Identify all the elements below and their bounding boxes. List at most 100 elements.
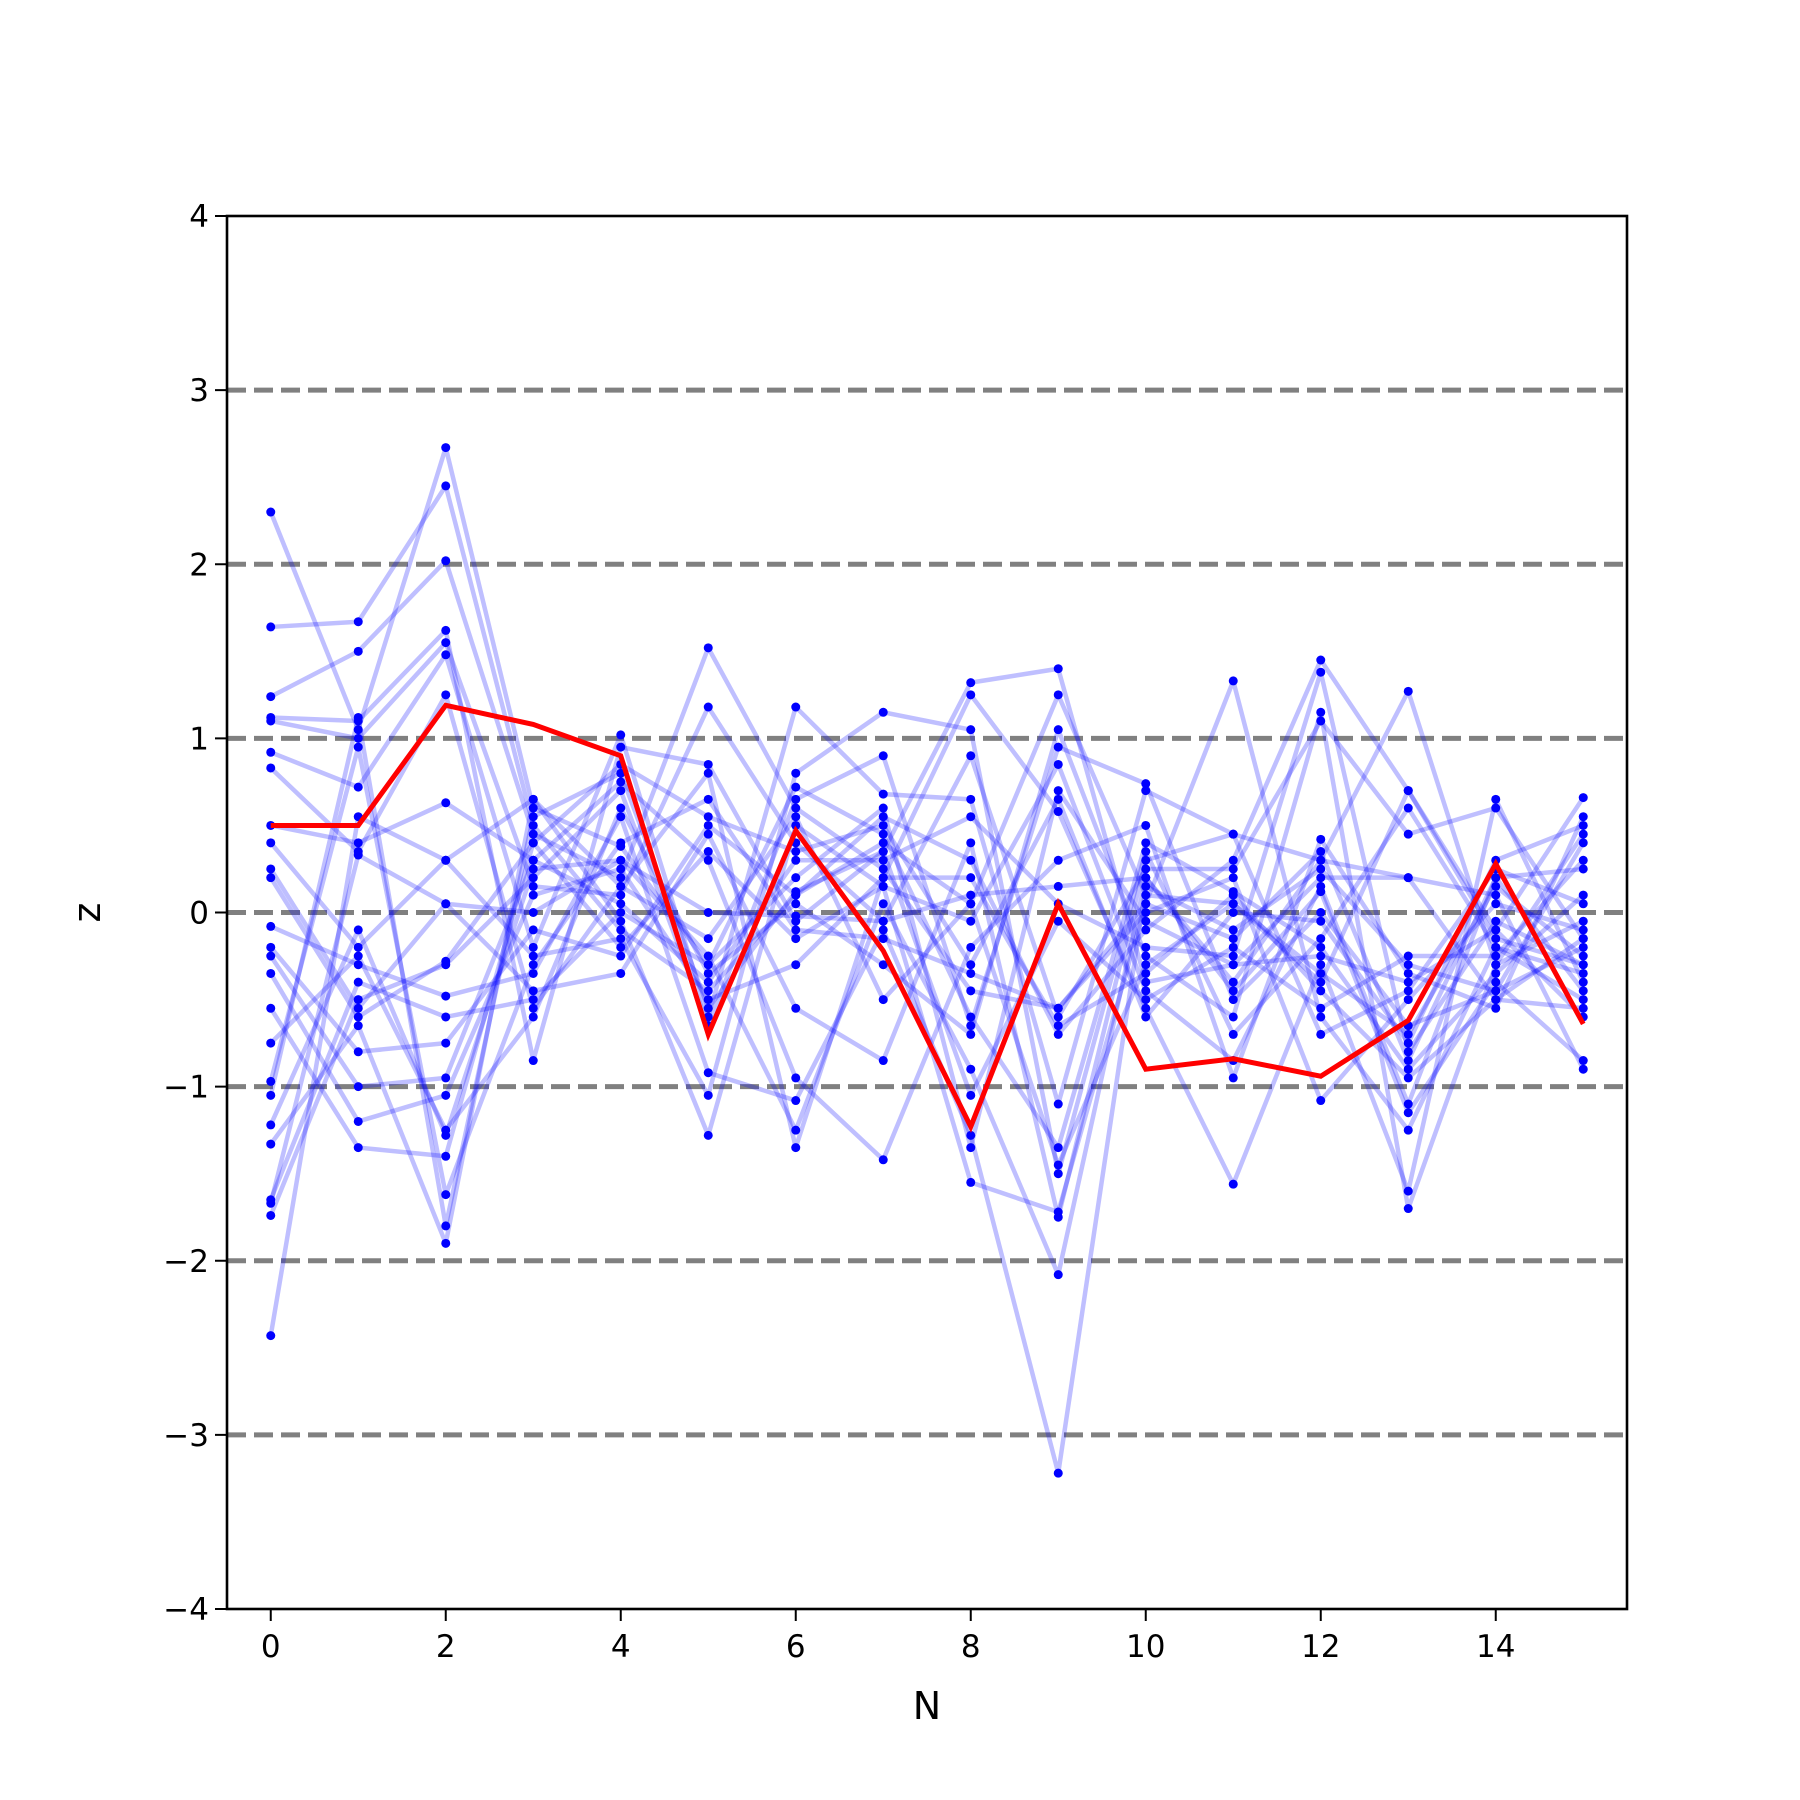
series-point: [966, 968, 976, 978]
series-point: [1578, 864, 1588, 874]
series-point: [1578, 916, 1588, 926]
series-point: [1316, 942, 1326, 952]
series-point: [1578, 820, 1588, 830]
series-point: [791, 782, 801, 792]
series-point: [791, 887, 801, 897]
series-point: [353, 1082, 363, 1092]
series-point: [441, 556, 451, 566]
series-point: [528, 803, 538, 813]
series: [266, 794, 1588, 1248]
series-point: [528, 864, 538, 874]
series-point: [791, 768, 801, 778]
series-point: [703, 995, 713, 1005]
series-point: [1141, 925, 1151, 935]
series-point: [878, 838, 888, 848]
series-point: [528, 890, 538, 900]
series-point: [1141, 873, 1151, 883]
series-point: [441, 960, 451, 970]
series-line: [268, 762, 1586, 1159]
series-point: [441, 899, 451, 909]
series-point: [878, 707, 888, 717]
series-point: [616, 881, 626, 891]
series-point: [703, 1003, 713, 1013]
series-line: [269, 692, 1585, 1055]
series-point: [1491, 794, 1501, 804]
series-point: [966, 942, 976, 952]
series-point: [441, 638, 451, 648]
series-point: [703, 1130, 713, 1140]
series-point: [353, 1012, 363, 1022]
series-point: [1053, 690, 1063, 700]
series-point: [441, 625, 451, 635]
series-point: [1141, 899, 1151, 909]
series-point: [528, 942, 538, 952]
series-point: [703, 768, 713, 778]
series-point: [1053, 664, 1063, 674]
y-tick-label: 0: [189, 896, 209, 932]
series-point: [441, 1038, 451, 1048]
series-point: [1578, 968, 1588, 978]
series-point: [878, 1155, 888, 1165]
series-point: [528, 986, 538, 996]
series-point: [703, 847, 713, 857]
series-point: [616, 908, 626, 917]
y-axis-ticks: −4 −3 −2 −1 0 1 2 3 4: [163, 199, 227, 1628]
series-point: [791, 812, 801, 822]
series-point: [791, 702, 801, 712]
series-point: [1228, 864, 1238, 874]
series-point: [1141, 995, 1151, 1005]
series-point: [791, 899, 801, 909]
series-point: [1228, 951, 1238, 961]
series-point: [791, 873, 801, 883]
series-point: [266, 716, 276, 726]
x-tick-label: 2: [436, 1629, 456, 1665]
series-point: [1053, 881, 1063, 891]
series-point: [1578, 829, 1588, 839]
series-point: [703, 702, 713, 712]
series-point: [1316, 1012, 1326, 1022]
series-point: [266, 747, 276, 757]
series-point: [1316, 960, 1326, 970]
series-point: [878, 916, 888, 926]
series-point: [878, 881, 888, 891]
x-tick-label: 10: [1126, 1629, 1165, 1665]
series-point: [1053, 1468, 1063, 1478]
series-point: [878, 820, 888, 830]
series-point: [1316, 707, 1326, 717]
series-point: [616, 916, 626, 926]
series-point: [1491, 951, 1501, 961]
series-point: [791, 1143, 801, 1153]
series-point: [878, 864, 888, 874]
y-tick-label: −1: [163, 1070, 209, 1106]
series-point: [791, 960, 801, 970]
series-point: [1403, 1108, 1413, 1118]
series-point: [966, 916, 976, 926]
series-point: [1141, 820, 1151, 830]
series-point: [441, 1151, 451, 1161]
series-point: [441, 855, 451, 865]
series-point: [1141, 968, 1151, 978]
series-point: [616, 786, 626, 796]
series-line: [268, 788, 1586, 1201]
series-point: [1578, 793, 1588, 803]
series-point: [1403, 986, 1413, 996]
series-point: [353, 1047, 363, 1057]
series-point: [1141, 908, 1151, 917]
series-point: [353, 942, 363, 952]
series-point: [528, 855, 538, 865]
series-line: [268, 710, 1584, 1336]
series-point: [441, 1012, 451, 1022]
series-point: [966, 855, 976, 865]
series-line: [270, 628, 1586, 1063]
series-point: [1228, 890, 1238, 900]
series-point: [1316, 667, 1326, 677]
series-point: [1141, 951, 1151, 961]
series-point: [616, 838, 626, 848]
series-point: [1491, 890, 1501, 900]
series-point: [528, 968, 538, 978]
series-point: [266, 1076, 276, 1086]
series-point: [1578, 960, 1588, 970]
series-point: [1228, 899, 1238, 909]
series-point: [1228, 977, 1238, 987]
series-point: [966, 890, 976, 900]
